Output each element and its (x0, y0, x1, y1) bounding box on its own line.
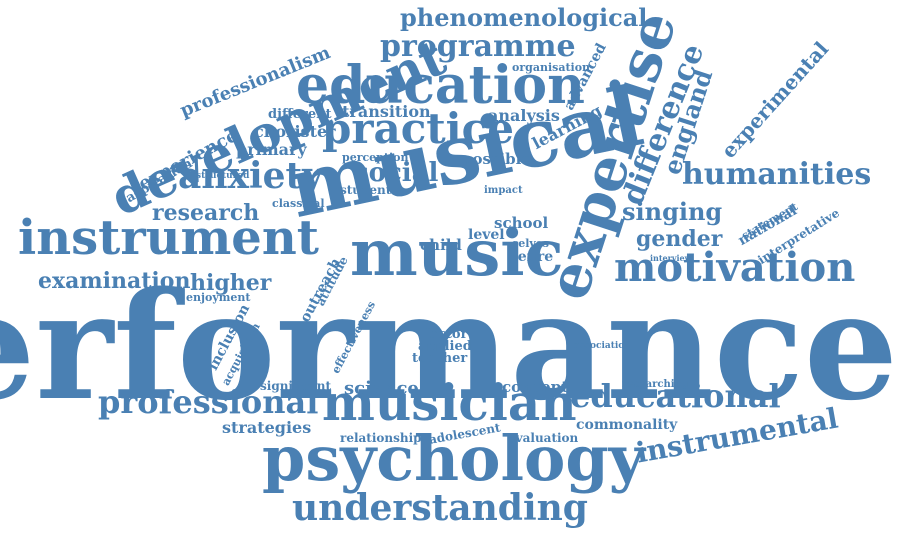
word-instrument: instrument (18, 210, 319, 266)
word-education: education (296, 55, 585, 116)
word-programme: programme (380, 29, 576, 64)
word-classical: classical (272, 197, 325, 210)
word-genre: genre (508, 249, 554, 265)
word-analysis: analysis (488, 106, 560, 125)
word-psychology: psychology (262, 422, 645, 495)
word-interview: interview (650, 253, 692, 263)
word-strategies: strategies (222, 418, 312, 437)
word-association: association (574, 341, 631, 351)
word-motivation: motivation (614, 244, 856, 291)
word-primary: primary (236, 140, 307, 159)
word-school: school (494, 214, 549, 232)
word-relationship: relationship (340, 431, 422, 445)
word-professional: professional (98, 383, 319, 421)
word-phenomenological: phenomenological (400, 3, 648, 32)
word-singing: singing (622, 197, 723, 226)
word-level: level (468, 227, 505, 243)
word-significant: significant (260, 379, 332, 393)
word-social: social (354, 158, 439, 188)
word-applied: applied (418, 339, 472, 354)
word-selves: selves (512, 237, 549, 250)
word-child: child (420, 236, 462, 254)
word-research: research (152, 200, 260, 226)
word-researching: researching (622, 379, 689, 390)
word-music: music (350, 216, 564, 291)
word-concept: concept (502, 378, 569, 396)
word-student: student (340, 183, 392, 197)
word-structured: structured (196, 171, 250, 181)
word-different: different (268, 107, 332, 122)
word-possible: possible (462, 150, 531, 168)
word-musician: musician (322, 373, 577, 432)
word-teacher: teacher (412, 351, 468, 366)
word-examination: examination (38, 268, 191, 294)
word-practice: practice (322, 104, 514, 153)
word-experimental: experimental (716, 36, 834, 163)
word-chorister: chorister (254, 122, 336, 141)
word-factor: factor (424, 327, 468, 342)
word-higher: higher (190, 270, 272, 296)
word-science: science (344, 378, 419, 399)
word-organisation: organisation (512, 61, 591, 74)
word-gender: gender (636, 226, 723, 252)
word-transition: transition (342, 102, 431, 121)
word-commonality: commonality (576, 417, 678, 433)
word-evaluation: evaluation (508, 431, 579, 445)
word-anxiety: anxiety (178, 155, 324, 197)
word-perception: perception (342, 151, 409, 164)
word-understanding: understanding (292, 487, 588, 529)
word-enjoyment: enjoyment (186, 291, 251, 304)
word-impact: impact (484, 185, 523, 196)
word-performance: performance (0, 259, 898, 433)
word-educational: educational (570, 377, 781, 415)
word-humanities: humanities (682, 157, 872, 192)
